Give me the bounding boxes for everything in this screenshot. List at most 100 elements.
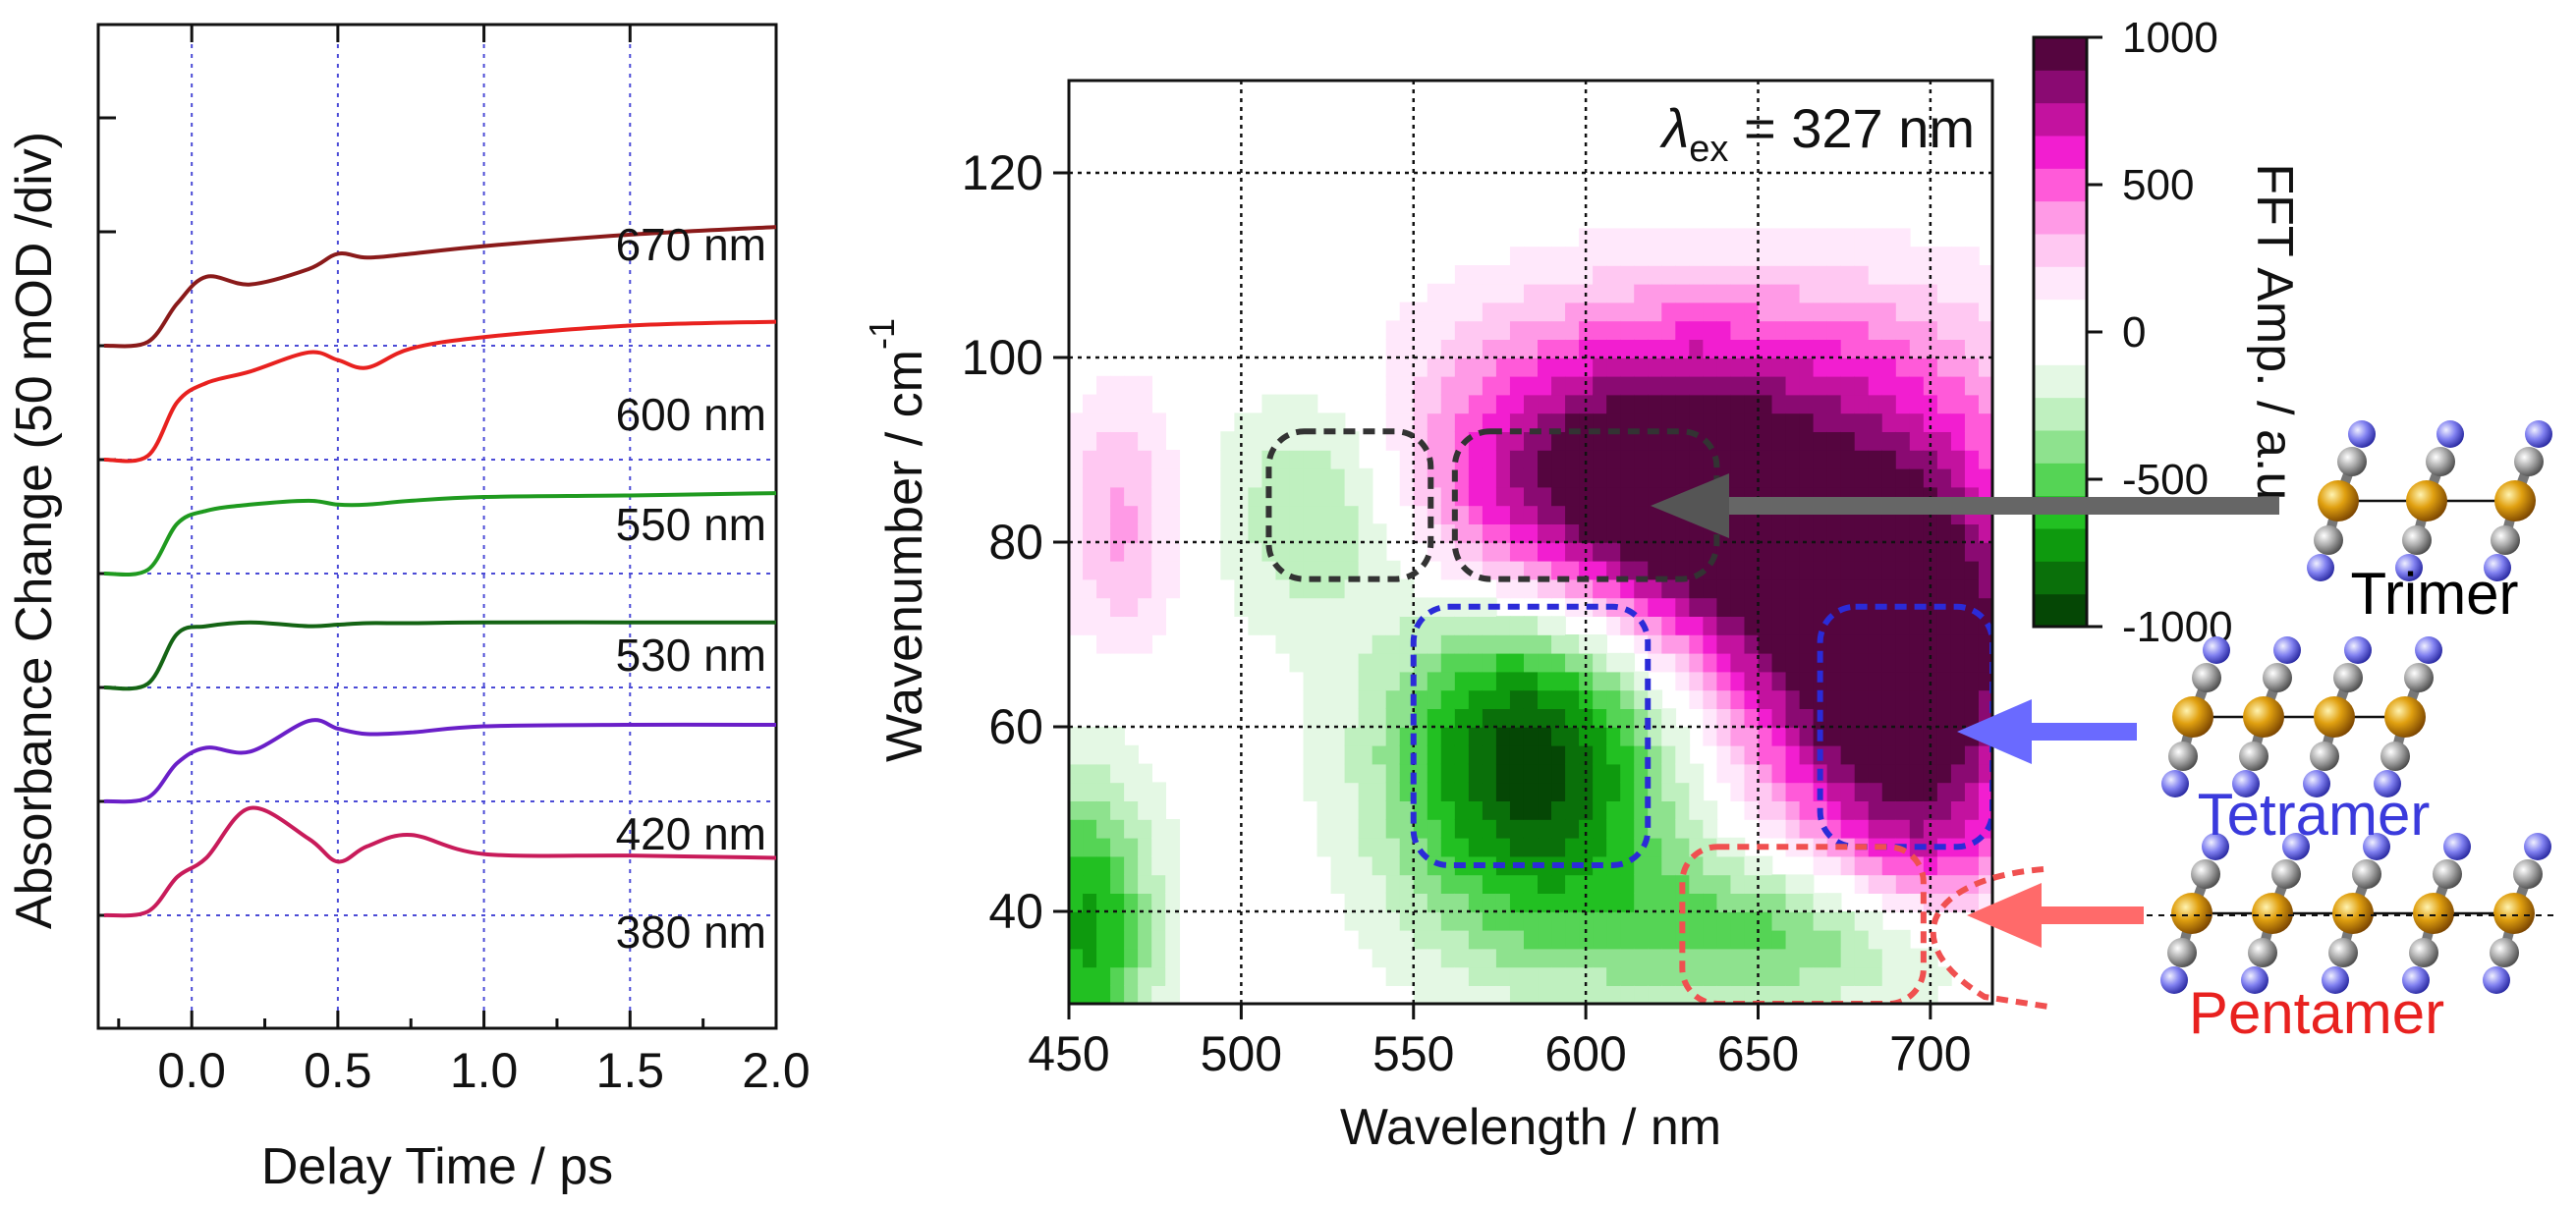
heat-cell <box>1495 542 1511 562</box>
heat-cell <box>1606 893 1621 912</box>
heat-cell <box>1840 948 1856 968</box>
heat-cell <box>1716 320 1732 340</box>
heat-cell <box>1110 744 1125 765</box>
heat-cell <box>1096 505 1111 524</box>
heat-cell <box>1881 394 1897 414</box>
heat-cell <box>1703 689 1718 709</box>
heat-cell <box>1634 394 1650 414</box>
heat-cell <box>1716 302 1732 322</box>
heat-cell <box>1840 431 1856 451</box>
heat-cell <box>1648 782 1663 801</box>
heat-cell <box>1703 265 1718 285</box>
heat-cell <box>1799 247 1815 266</box>
heat-cell <box>1881 228 1897 247</box>
left-xtick-label-2: 1.0 <box>450 1043 519 1098</box>
heat-cell <box>1220 450 1236 469</box>
heat-cell <box>1538 283 1552 303</box>
heat-cell <box>1316 837 1332 857</box>
heat-cell <box>1468 505 1484 524</box>
heat-cell <box>1468 689 1484 709</box>
heat-cell <box>1785 578 1801 599</box>
heat-cell <box>1124 486 1139 507</box>
heat-cell <box>1427 671 1442 691</box>
heat-cell <box>1799 302 1815 322</box>
heat-cell <box>1468 800 1484 820</box>
heat-xtick-label-0: 450 <box>1028 1026 1109 1081</box>
heat-cell <box>1634 450 1650 469</box>
heat-cell <box>1950 431 1966 451</box>
heat-cell <box>1593 486 1607 507</box>
heat-cell <box>1358 837 1373 857</box>
heat-cell <box>1730 412 1746 432</box>
heat-cell <box>1482 431 1497 451</box>
heat-cell <box>1799 985 1815 1004</box>
heat-cell <box>1509 911 1525 931</box>
heat-cell <box>1744 320 1760 340</box>
heat-cell <box>1440 431 1456 451</box>
heat-cell <box>1606 837 1621 857</box>
heat-cell <box>1083 911 1097 931</box>
heat-cell <box>1648 283 1663 303</box>
heat-cell <box>1648 302 1663 322</box>
heat-cell <box>1275 467 1291 488</box>
heat-cell <box>1964 375 1980 396</box>
heat-cell <box>1840 911 1856 931</box>
heat-cell <box>1399 929 1415 950</box>
heat-cell <box>1151 948 1167 968</box>
heat-cell <box>1538 560 1552 580</box>
heat-cell <box>1758 357 1773 377</box>
gold-atom <box>2413 893 2454 934</box>
heat-cell <box>1620 578 1636 599</box>
heat-cell <box>1606 505 1621 524</box>
heat-cell <box>1509 800 1525 820</box>
heat-cell <box>1661 265 1677 285</box>
heat-cell <box>1468 523 1484 543</box>
heat-cell <box>1110 800 1125 820</box>
heat-cell <box>1606 320 1621 340</box>
heat-cell <box>1110 394 1125 414</box>
heat-cell <box>1606 560 1621 580</box>
heat-cell <box>1593 450 1607 469</box>
heat-cell <box>1083 837 1097 857</box>
heat-cell <box>1138 616 1152 635</box>
heat-cell <box>1372 616 1387 635</box>
heat-cell <box>1454 708 1470 728</box>
heat-cell <box>1358 744 1373 765</box>
heatmap-x-axis-title: Wavelength / nm <box>1340 1099 1721 1156</box>
heat-cell <box>1551 283 1566 303</box>
heat-cell <box>1730 523 1746 543</box>
heat-cell <box>1551 634 1566 654</box>
heat-cell <box>1758 652 1773 673</box>
heat-cell <box>1330 744 1346 765</box>
heat-cell <box>1964 782 1980 801</box>
heat-cell <box>1620 486 1636 507</box>
heat-cell <box>1083 450 1097 469</box>
heat-cell <box>1440 911 1456 931</box>
heat-cell <box>1138 486 1152 507</box>
heat-cell <box>1565 893 1580 912</box>
heat-cell <box>1096 744 1111 765</box>
heat-cell <box>1785 782 1801 801</box>
heat-cell <box>1703 671 1718 691</box>
heat-cell <box>1593 505 1607 524</box>
heat-cell <box>1330 837 1346 857</box>
heat-cell <box>1523 616 1539 635</box>
heat-cell <box>1634 467 1650 488</box>
heat-cell <box>1881 671 1897 691</box>
heat-cell <box>1950 542 1966 562</box>
heat-cell <box>1923 467 1938 488</box>
heat-cell <box>1358 911 1373 931</box>
heat-cell <box>1826 652 1842 673</box>
heat-cell <box>1826 597 1842 617</box>
heat-cell <box>1509 523 1525 543</box>
heat-cell <box>1509 929 1525 950</box>
heat-cell <box>1468 874 1484 894</box>
heat-cell <box>1854 855 1870 876</box>
heat-cell <box>1495 708 1511 728</box>
heat-cell <box>1413 523 1428 543</box>
heat-cell <box>1648 966 1663 986</box>
heat-cell <box>1593 394 1607 414</box>
heat-cell <box>1895 228 1911 247</box>
heat-cell <box>1648 597 1663 617</box>
heat-cell <box>1427 412 1442 432</box>
